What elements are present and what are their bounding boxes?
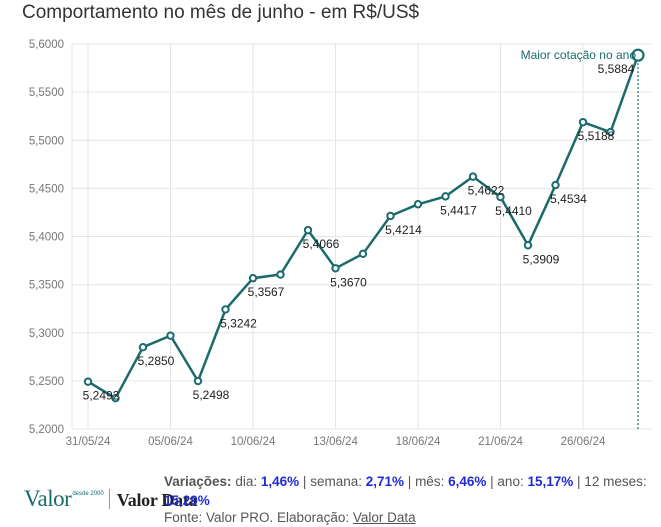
chart-title: Comportamento no mês de junho - em R$/US… [22, 2, 420, 23]
data-point [413, 200, 423, 209]
data-label: 5,5884 [598, 62, 635, 76]
annotation-text: Maior cotação no ano [521, 48, 637, 62]
data-point [496, 192, 505, 202]
valordata-logo[interactable]: Valor Data [116, 490, 198, 510]
variations-label: Variações: [164, 474, 232, 489]
data-label: 5,2850 [138, 354, 175, 368]
data-point [468, 172, 478, 181]
meses12-label: 12 meses: [584, 474, 647, 489]
x-tick-label: 18/06/24 [396, 436, 441, 448]
annotation-marker [631, 48, 645, 62]
data-point [331, 264, 340, 273]
mes-label: mês: [415, 474, 445, 489]
data-label: 5,3242 [220, 316, 257, 330]
y-axis: 5,2000 5,2500 5,3000 5,3500 5,4000 5,4500 5,50… [29, 39, 64, 436]
data-point [386, 211, 395, 221]
data-point [248, 273, 258, 283]
data-label: 5,3909 [523, 252, 560, 266]
data-label: 5,4066 [303, 237, 340, 251]
ano-label: ano: [497, 474, 524, 489]
x-tick-label: 13/06/24 [313, 436, 358, 448]
data-label: 5,2498 [193, 388, 230, 402]
data-label: 5,4410 [495, 204, 532, 218]
y-tick-label: 5,5000 [29, 135, 64, 147]
data-labels: 5,2492 5,2850 5,2498 5,3242 5,3567 5,4066 5,36… [83, 62, 635, 402]
source-note: Fonte: Valor PRO. Elaboração: Valor Data [164, 510, 416, 525]
data-point [166, 331, 175, 340]
footer-logos: Valor desde 2000 Valor Data [24, 484, 198, 511]
y-tick-label: 5,2500 [29, 376, 64, 388]
data-point [358, 249, 368, 259]
data-point [221, 305, 230, 314]
data-point [111, 394, 120, 403]
data-point [193, 376, 203, 386]
valor-logo-tagline: desde 2000 [72, 491, 104, 497]
source-link[interactable]: Valor Data [352, 510, 416, 525]
data-label: 5,4417 [440, 203, 477, 217]
data-point [276, 270, 285, 279]
x-tick-label: 21/06/24 [478, 436, 523, 448]
data-label: 5,5188 [578, 129, 615, 143]
data-points [83, 50, 643, 403]
x-tick-label: 05/06/24 [148, 436, 193, 448]
x-axis: 31/05/24 05/06/24 10/06/24 13/06/24 18/06/24… [66, 436, 606, 448]
x-tick-label: 31/05/24 [66, 436, 111, 448]
source-prefix: Fonte: Valor PRO. Elaboração: [164, 510, 350, 525]
semana-value: 2,71% [365, 474, 405, 489]
y-tick-label: 5,4000 [29, 232, 64, 244]
data-point [441, 192, 450, 201]
data-label: 5,4534 [550, 192, 587, 206]
y-tick-label: 5,3500 [29, 280, 64, 292]
line-chart: 5,2000 5,2500 5,3000 5,3500 5,4000 5,4500 5,50… [29, 39, 652, 448]
valor-logo[interactable]: Valor [24, 486, 72, 511]
dia-value: 1,46% [260, 474, 300, 489]
x-tick-label: 26/06/24 [561, 436, 606, 448]
y-tick-label: 5,6000 [29, 39, 64, 51]
y-tick-label: 5,3000 [29, 328, 64, 340]
mes-value: 6,46% [448, 474, 487, 489]
y-tick-label: 5,2000 [29, 424, 64, 436]
data-point [578, 117, 588, 127]
semana-label: semana: [310, 474, 362, 489]
data-point [303, 225, 313, 235]
data-label: 5,3567 [248, 285, 285, 299]
logo-divider [108, 489, 110, 509]
y-tick-label: 5,5500 [29, 87, 64, 99]
data-label: 5,4622 [468, 184, 505, 198]
data-point [83, 377, 93, 386]
data-label: 5,2492 [83, 389, 120, 403]
data-point [138, 342, 148, 352]
dia-label: dia: [235, 474, 258, 489]
data-label: 5,4214 [385, 223, 422, 237]
ano-value: 15,17% [527, 474, 574, 489]
data-label: 5,3670 [330, 275, 367, 289]
variations-summary: Variações: dia: 1,46% | semana: 2,71% | … [164, 474, 647, 508]
data-point [523, 241, 533, 250]
grid-lines [71, 43, 652, 430]
data-point [551, 180, 560, 190]
data-point [606, 127, 615, 137]
x-tick-label: 10/06/24 [231, 436, 276, 448]
y-tick-label: 5,4500 [29, 183, 64, 195]
meses12-value: 15,29% [164, 493, 210, 508]
annotation: Maior cotação no ano [521, 48, 645, 429]
